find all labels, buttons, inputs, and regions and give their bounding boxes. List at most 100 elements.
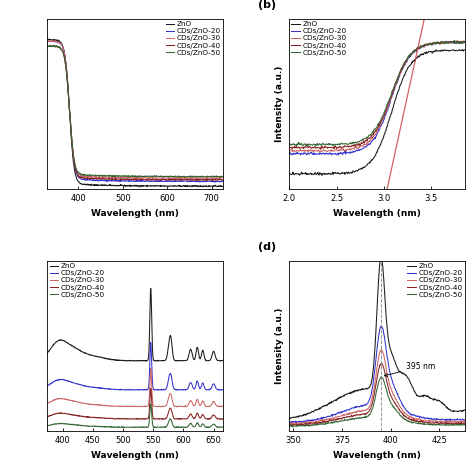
CDs/ZnO-30 (286, 148, 292, 154)
CDs/ZnO-40 (286, 423, 292, 429)
CDs/ZnO-20 (356, 404, 362, 410)
Line: CDs/ZnO-20: CDs/ZnO-20 (47, 41, 223, 182)
ZnO (287, 171, 292, 176)
ZnO (435, 48, 440, 54)
ZnO (45, 36, 50, 42)
CDs/ZnO-20 (394, 80, 400, 86)
CDs/ZnO-30 (128, 175, 134, 181)
ZnO (378, 254, 384, 259)
ZnO (150, 183, 155, 189)
CDs/ZnO-20 (220, 178, 226, 184)
Legend: ZnO, CDs/ZnO-20, CDs/ZnO-30, CDs/ZnO-40, CDs/ZnO-50: ZnO, CDs/ZnO-20, CDs/ZnO-30, CDs/ZnO-40,… (291, 20, 347, 56)
CDs/ZnO-30 (90, 401, 95, 407)
CDs/ZnO-30 (216, 175, 222, 181)
CDs/ZnO-40 (220, 177, 226, 183)
CDs/ZnO-50 (162, 425, 168, 430)
CDs/ZnO-20 (177, 387, 183, 392)
ZnO (124, 358, 129, 364)
ZnO (462, 47, 467, 53)
CDs/ZnO-20 (286, 151, 292, 156)
CDs/ZnO-20 (45, 38, 51, 44)
CDs/ZnO-40 (128, 176, 134, 182)
CDs/ZnO-20 (379, 323, 384, 328)
CDs/ZnO-30 (414, 417, 419, 422)
CDs/ZnO-20 (344, 407, 350, 413)
CDs/ZnO-30 (177, 403, 183, 409)
CDs/ZnO-40 (446, 40, 452, 46)
CDs/ZnO-40 (162, 416, 168, 421)
ZnO (137, 184, 142, 190)
Text: 395 nm: 395 nm (384, 362, 435, 376)
CDs/ZnO-50 (124, 424, 130, 430)
Line: ZnO: ZnO (289, 50, 465, 175)
Line: CDs/ZnO-30: CDs/ZnO-30 (47, 369, 223, 407)
CDs/ZnO-20 (75, 381, 81, 387)
CDs/ZnO-30 (124, 403, 129, 409)
CDs/ZnO-30 (291, 421, 296, 427)
CDs/ZnO-40 (414, 419, 420, 424)
CDs/ZnO-30 (49, 38, 55, 44)
CDs/ZnO-20 (129, 179, 135, 184)
CDs/ZnO-40 (391, 87, 396, 92)
ZnO (414, 393, 419, 399)
ZnO (286, 171, 292, 176)
Line: CDs/ZnO-20: CDs/ZnO-20 (47, 342, 223, 390)
CDs/ZnO-30 (149, 175, 155, 181)
Line: CDs/ZnO-20: CDs/ZnO-20 (289, 41, 465, 155)
CDs/ZnO-40 (392, 85, 397, 91)
CDs/ZnO-30 (148, 366, 154, 372)
ZnO (451, 47, 456, 53)
Y-axis label: Intensity (a.u.): Intensity (a.u.) (275, 66, 284, 142)
ZnO (90, 353, 95, 358)
CDs/ZnO-40 (454, 38, 460, 44)
Line: CDs/ZnO-30: CDs/ZnO-30 (289, 350, 465, 424)
CDs/ZnO-30 (398, 404, 403, 410)
ZnO (286, 415, 292, 421)
CDs/ZnO-30 (162, 403, 168, 409)
ZnO (391, 102, 396, 108)
CDs/ZnO-20 (162, 387, 168, 393)
CDs/ZnO-30 (129, 175, 135, 181)
Line: CDs/ZnO-30: CDs/ZnO-30 (47, 41, 223, 179)
CDs/ZnO-20 (414, 413, 419, 419)
ZnO (162, 358, 168, 364)
CDs/ZnO-30 (462, 40, 467, 46)
CDs/ZnO-40 (286, 145, 292, 150)
CDs/ZnO-40 (356, 412, 362, 418)
CDs/ZnO-40 (140, 176, 146, 182)
CDs/ZnO-50 (286, 423, 292, 429)
CDs/ZnO-20 (462, 39, 467, 45)
CDs/ZnO-40 (287, 145, 292, 150)
CDs/ZnO-30 (169, 176, 175, 182)
Line: CDs/ZnO-20: CDs/ZnO-20 (289, 326, 465, 423)
ZnO (415, 393, 420, 399)
ZnO (398, 369, 403, 375)
Line: ZnO: ZnO (47, 39, 223, 187)
CDs/ZnO-50 (303, 143, 309, 149)
ZnO (189, 183, 195, 189)
ZnO (129, 183, 135, 189)
CDs/ZnO-40 (220, 416, 226, 422)
CDs/ZnO-30 (75, 400, 81, 405)
Y-axis label: Intensity (a.u.): Intensity (a.u.) (275, 308, 284, 384)
CDs/ZnO-20 (286, 419, 292, 425)
X-axis label: Wavelength (nm): Wavelength (nm) (333, 451, 421, 460)
CDs/ZnO-50 (220, 424, 226, 430)
X-axis label: Wavelength (nm): Wavelength (nm) (91, 451, 179, 460)
ZnO (356, 387, 362, 393)
CDs/ZnO-40 (149, 176, 155, 182)
ZnO (46, 36, 52, 42)
Legend: ZnO, CDs/ZnO-20, CDs/ZnO-30, CDs/ZnO-40, CDs/ZnO-50: ZnO, CDs/ZnO-20, CDs/ZnO-30, CDs/ZnO-40,… (49, 263, 105, 299)
CDs/ZnO-40 (177, 416, 183, 422)
ZnO (128, 183, 134, 189)
CDs/ZnO-50 (290, 424, 296, 430)
CDs/ZnO-40 (75, 413, 81, 419)
CDs/ZnO-20 (90, 384, 95, 390)
Legend: ZnO, CDs/ZnO-20, CDs/ZnO-30, CDs/ZnO-40, CDs/ZnO-50: ZnO, CDs/ZnO-20, CDs/ZnO-30, CDs/ZnO-40,… (407, 263, 463, 299)
CDs/ZnO-50 (48, 43, 54, 49)
CDs/ZnO-50 (435, 40, 440, 46)
CDs/ZnO-20 (308, 418, 314, 423)
CDs/ZnO-50 (129, 173, 135, 179)
ZnO (394, 91, 400, 97)
CDs/ZnO-50 (415, 421, 420, 427)
